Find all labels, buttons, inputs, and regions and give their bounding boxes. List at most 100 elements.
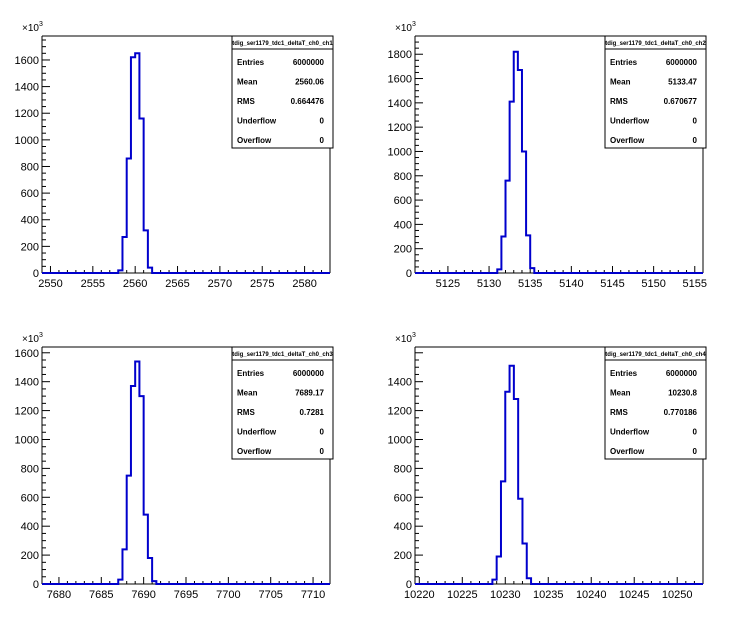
y-multiplier-exponent: 3 <box>39 21 43 28</box>
stats-box-frame <box>231 35 334 149</box>
stats-underflow-label: Underflow <box>237 428 277 437</box>
x-tick-label: 5130 <box>477 278 501 290</box>
y-tick-label: 1200 <box>388 406 412 418</box>
histogram-bin <box>148 558 152 584</box>
x-tick-label: 7705 <box>258 589 282 601</box>
stats-mean-value: 5133.47 <box>668 78 697 87</box>
histogram-bin <box>522 151 526 273</box>
histogram-bin <box>514 399 518 584</box>
stats-underflow-label: Underflow <box>610 117 650 126</box>
y-tick-label: 0 <box>33 268 39 280</box>
y-tick-label: 200 <box>394 550 412 562</box>
y-tick-label: 1200 <box>15 406 39 418</box>
y-multiplier-label: ×103 <box>22 21 43 34</box>
x-tick-label: 10250 <box>662 589 693 601</box>
stats-overflow-value: 0 <box>693 447 698 456</box>
histogram-bin <box>518 499 522 584</box>
x-tick-label: 5135 <box>518 278 542 290</box>
y-tick-label: 1600 <box>15 348 39 360</box>
stats-entries-label: Entries <box>610 369 638 378</box>
histogram-bin <box>144 515 148 584</box>
stats-underflow-label: Underflow <box>237 117 277 126</box>
x-tick-label: 2575 <box>250 278 274 290</box>
y-multiplier-label: ×103 <box>395 21 416 34</box>
stats-title: tdig_ser1179_tdc1_deltaT_ch0_ch3 <box>232 352 333 358</box>
histogram-panel-ch1: 2550 2555 2560 2565 2570 2575 2580 0 200 400 600 80… <box>0 0 373 311</box>
y-tick-label: 1000 <box>15 434 39 446</box>
y-multiplier-exponent: 3 <box>39 332 43 339</box>
stats-box: tdig_ser1179_tdc1_deltaT_ch0_ch1 Entries 6… <box>231 35 334 149</box>
histogram-bin <box>522 544 526 584</box>
y-tick-label: 0 <box>406 268 412 280</box>
x-tick-label: 5125 <box>436 278 460 290</box>
x-tick-label: 7685 <box>89 589 113 601</box>
histogram-bin <box>501 481 505 584</box>
stats-box-frame <box>231 346 334 460</box>
histogram-bin <box>497 269 501 273</box>
x-tick-label: 7680 <box>47 589 71 601</box>
histogram-bin <box>127 158 131 273</box>
histogram-bin <box>527 578 531 584</box>
histogram-panel-ch3: 7680 7685 7690 7695 7700 7705 7710 0 200 400 600 80… <box>0 311 373 622</box>
y-tick-label: 1200 <box>388 122 412 134</box>
stats-entries-label: Entries <box>237 58 265 67</box>
stats-box: tdig_ser1179_tdc1_deltaT_ch0_ch3 Entries 6… <box>231 346 334 460</box>
histogram-bin <box>505 392 509 584</box>
stats-rms-value: 0.770186 <box>664 408 698 417</box>
x-tick-label: 2565 <box>165 278 189 290</box>
histogram-bin <box>526 235 530 273</box>
histogram-bin <box>127 476 131 584</box>
histogram-panel-ch4: 10220 10225 10230 10235 10240 10245 10250 0 200 4… <box>373 311 746 622</box>
stats-rms-value: 0.670677 <box>664 97 698 106</box>
x-tick-label: 2580 <box>292 278 316 290</box>
stats-underflow-value: 0 <box>693 117 698 126</box>
y-tick-label: 400 <box>21 521 39 533</box>
stats-overflow-label: Overflow <box>610 136 645 145</box>
histogram-bin <box>135 361 139 584</box>
y-tick-label: 0 <box>33 579 39 591</box>
histogram-line <box>415 50 703 274</box>
histogram-bin <box>152 581 156 584</box>
histogram-svg-ch4: 10220 10225 10230 10235 10240 10245 10250 0 200 4… <box>388 332 707 601</box>
histogram-svg-ch1: 2550 2555 2560 2565 2570 2575 2580 0 200 400 600 80… <box>15 21 334 290</box>
x-tick-label: 7695 <box>174 589 198 601</box>
histogram-bin <box>131 386 135 584</box>
y-tick-label: 600 <box>394 492 412 504</box>
x-tick-label: 10225 <box>447 589 478 601</box>
y-tick-label: 1400 <box>388 377 412 389</box>
y-tick-label: 600 <box>21 492 39 504</box>
x-tick-label: 10245 <box>619 589 650 601</box>
histogram-bin <box>139 119 143 273</box>
stats-underflow-value: 0 <box>693 428 698 437</box>
x-tick-label: 2560 <box>123 278 147 290</box>
histogram-bin <box>510 366 514 584</box>
stats-mean-value: 10230.8 <box>668 389 697 398</box>
stats-overflow-label: Overflow <box>237 447 272 456</box>
x-tick-label: 7700 <box>216 589 240 601</box>
stats-underflow-value: 0 <box>320 117 325 126</box>
stats-entries-value: 6000000 <box>666 58 698 67</box>
stats-box-frame <box>604 35 707 149</box>
histogram-panel-ch2: 5125 5130 5135 5140 5145 5150 5155 0 200 400 600 80… <box>373 0 746 311</box>
histogram-bin <box>122 237 126 273</box>
x-tick-label: 7690 <box>131 589 155 601</box>
stats-box: tdig_ser1179_tdc1_deltaT_ch0_ch2 Entries 6… <box>604 35 707 149</box>
y-tick-label: 200 <box>21 241 39 253</box>
histogram-bin <box>518 70 522 273</box>
y-tick-label: 0 <box>406 579 412 591</box>
y-tick-label: 800 <box>21 161 39 173</box>
y-tick-label: 1000 <box>15 135 39 147</box>
stats-entries-label: Entries <box>237 369 265 378</box>
stats-box-frame <box>604 346 707 460</box>
stats-entries-label: Entries <box>610 58 638 67</box>
stats-mean-value: 2560.06 <box>295 78 324 87</box>
stats-overflow-value: 0 <box>320 136 325 145</box>
histogram-bin <box>501 237 505 273</box>
histogram-bin <box>118 270 122 273</box>
x-tick-label: 10230 <box>490 589 521 601</box>
stats-overflow-label: Overflow <box>610 447 645 456</box>
stats-overflow-value: 0 <box>320 447 325 456</box>
histogram-bin <box>135 53 139 273</box>
stats-title: tdig_ser1179_tdc1_deltaT_ch0_ch1 <box>232 41 333 47</box>
histogram-bin <box>122 549 126 584</box>
